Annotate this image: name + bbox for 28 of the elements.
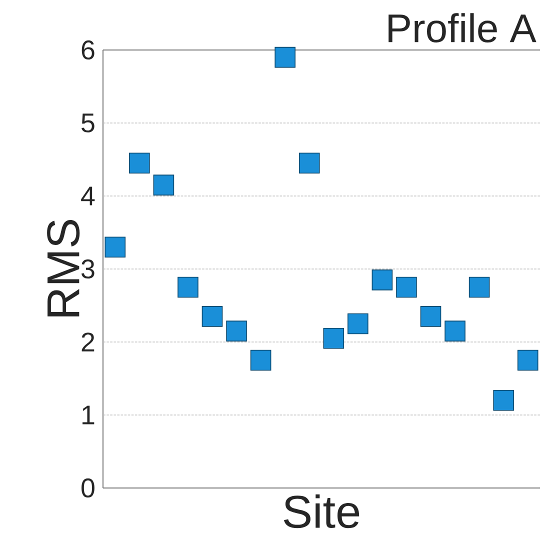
y-tick-label: 5 xyxy=(82,114,94,132)
point xyxy=(493,390,514,411)
y-tick-label: 0 xyxy=(82,478,94,498)
point xyxy=(153,174,174,196)
y-axis-title: RMS xyxy=(47,220,80,316)
point xyxy=(348,313,368,334)
y-tick-label: 1 xyxy=(82,406,94,424)
point xyxy=(178,276,198,298)
point xyxy=(372,270,393,290)
point xyxy=(250,350,272,371)
y-tick-label: 3 xyxy=(81,259,94,279)
point xyxy=(444,320,466,342)
point xyxy=(202,306,223,327)
point xyxy=(468,276,490,298)
point xyxy=(323,328,344,349)
y-tick-label: 6 xyxy=(82,40,94,60)
y-tick-label: 4 xyxy=(81,186,95,206)
point xyxy=(129,152,150,174)
point xyxy=(226,320,247,342)
point xyxy=(420,306,442,327)
point xyxy=(517,350,538,371)
point xyxy=(396,276,417,298)
chart-title: Profile A xyxy=(388,13,536,43)
point xyxy=(104,236,126,258)
point xyxy=(274,46,296,68)
x-axis-title: Site xyxy=(284,494,360,528)
y-tick-label: 2 xyxy=(82,332,94,352)
point xyxy=(298,152,320,174)
